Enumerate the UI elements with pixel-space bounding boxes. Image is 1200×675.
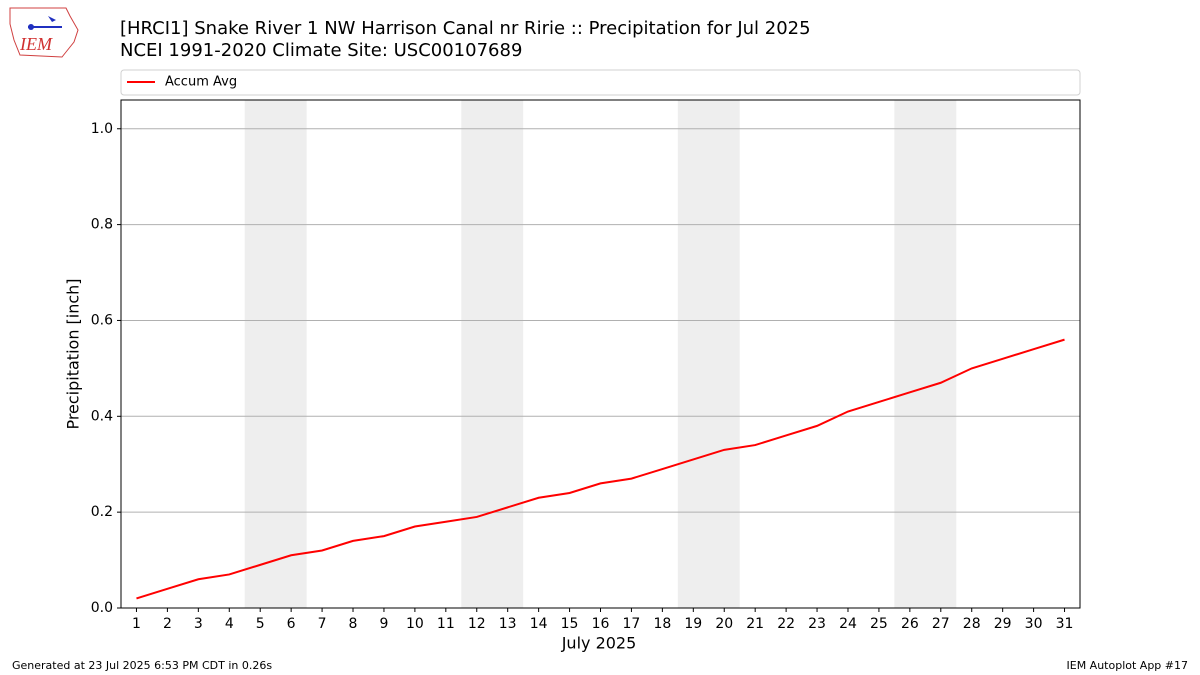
x-tick-label: 20 [715,616,733,632]
data-line [136,338,1065,600]
plot-frame [120,99,1081,609]
x-tick-label: 25 [870,616,888,632]
x-tick-label: 13 [499,616,517,632]
x-tick-label: 26 [901,616,919,632]
y-axis-label: Precipitation [inch] [64,278,83,429]
x-tick-label: 31 [1056,616,1074,632]
weekend-shade [244,100,307,608]
x-tick-label: 17 [623,616,641,632]
x-tick-label: 3 [194,616,203,632]
x-tick-label: 22 [777,616,795,632]
x-tick-label: 6 [287,616,296,632]
x-tick-label: 24 [839,616,857,632]
x-tick-label: 18 [653,616,671,632]
x-tick-label: 1 [132,616,141,632]
x-tick-label: 30 [1025,616,1043,632]
logo-outline [9,7,79,58]
legend-box [120,69,1081,96]
x-tick-label: 16 [592,616,610,632]
x-tick-label: 4 [225,616,234,632]
x-tick-label: 23 [808,616,826,632]
logo-icon [28,24,34,30]
footer-left: Generated at 23 Jul 2025 6:53 PM CDT in … [12,659,272,672]
y-tick-label: 0.6 [91,312,113,328]
y-tick-label: 0.0 [91,600,113,616]
y-tick-label: 0.4 [91,408,113,424]
x-tick-label: 14 [530,616,548,632]
x-tick-label: 5 [256,616,265,632]
x-tick-label: 27 [932,616,950,632]
legend-label: Accum Avg [165,75,237,90]
y-tick-label: 0.8 [91,217,113,233]
x-tick-label: 2 [163,616,172,632]
x-tick-label: 19 [684,616,702,632]
x-tick-label: 8 [349,616,358,632]
x-tick-label: 7 [318,616,327,632]
logo-icon [48,16,56,22]
footer-right: IEM Autoplot App #17 [1067,659,1189,672]
weekend-shade [894,100,957,608]
x-tick-label: 10 [406,616,424,632]
x-axis-label: July 2025 [561,634,637,653]
legend: Accum Avg [120,69,1081,96]
chart-subtitle: NCEI 1991-2020 Climate Site: USC00107689 [120,40,522,61]
logo-text: IEM [19,34,53,54]
x-tick-label: 12 [468,616,486,632]
x-tick-label: 9 [379,616,388,632]
x-tick-label: 29 [994,616,1012,632]
logo: IEM [9,7,79,58]
y-tick-label: 0.2 [91,504,113,520]
x-tick-label: 11 [437,616,455,632]
x-tick-label: 28 [963,616,981,632]
x-tick-label: 21 [746,616,764,632]
x-tick-label: 15 [561,616,579,632]
weekend-shade [677,100,740,608]
weekend-shade [461,100,524,608]
y-tick-label: 1.0 [91,121,113,137]
chart-title: [HRCI1] Snake River 1 NW Harrison Canal … [120,18,811,39]
